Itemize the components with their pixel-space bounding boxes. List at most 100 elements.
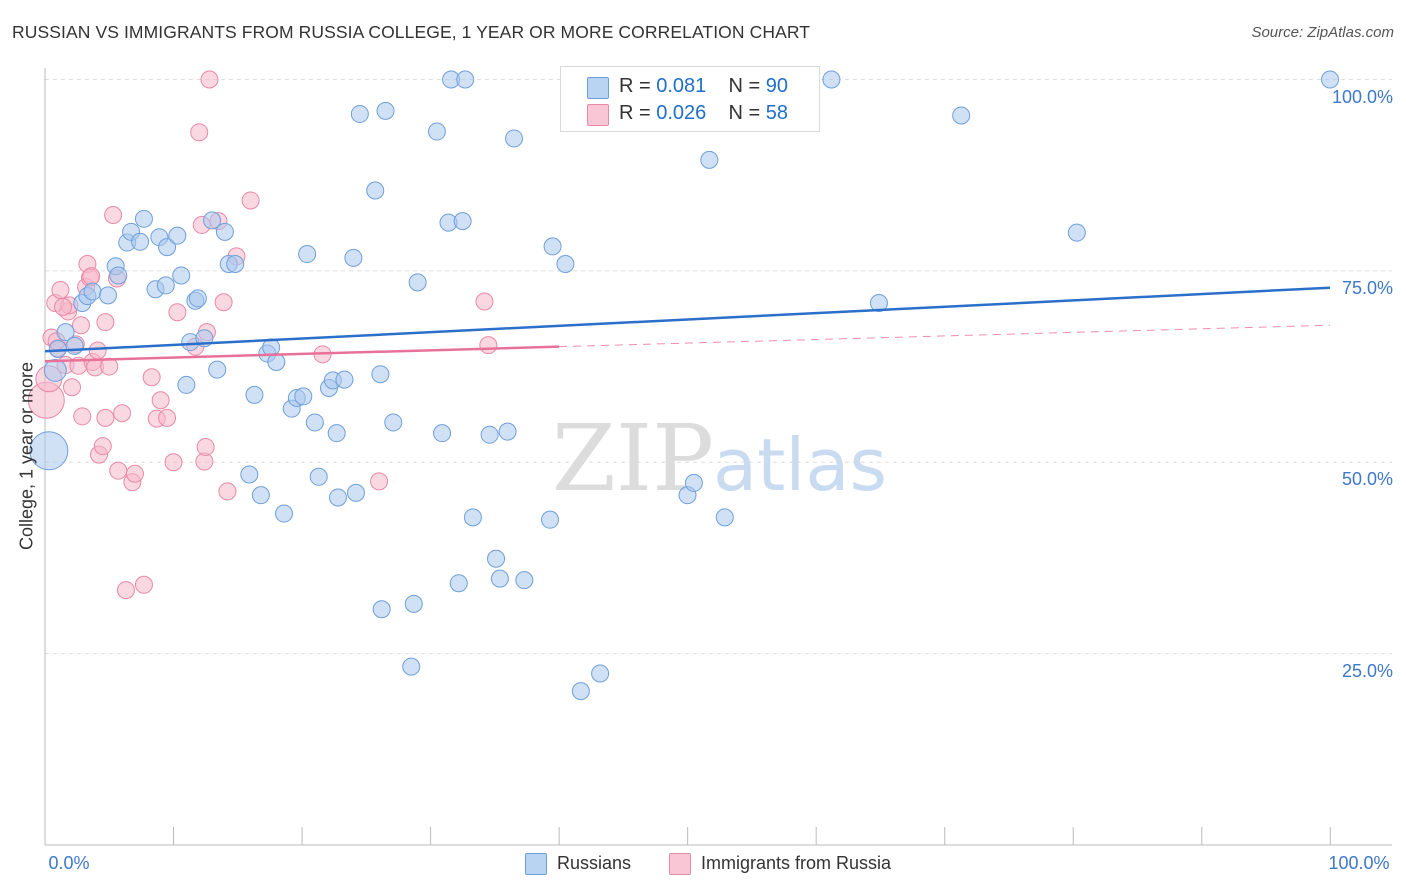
russians-point (208, 360, 227, 379)
x-tick-label-min: 0.0% (48, 853, 89, 873)
russians-point (328, 488, 347, 507)
legend-r-label: R = (619, 102, 657, 124)
correlation-legend: R = 0.081 N = 90 R = 0.026 N = 58 (560, 66, 820, 132)
russians-points (29, 70, 1339, 701)
russians-point (335, 370, 354, 389)
legend-r-value-russians: 0.081 (656, 75, 707, 97)
bottom-legend-label-russians: Russians (557, 853, 632, 873)
immigrants-point (93, 437, 112, 456)
bottom-legend-swatch-russians (525, 853, 547, 875)
russians-point (556, 254, 575, 273)
russians-point (83, 282, 102, 301)
y-tick-label-100: 100.0% (1332, 87, 1393, 107)
legend-n-label: N = (728, 102, 766, 124)
immigrants-point (96, 408, 115, 427)
russians-point (366, 181, 385, 200)
russians-point (156, 276, 175, 295)
russians-point (177, 375, 196, 394)
trend-lines (44, 286, 1331, 363)
immigrants-point (164, 453, 183, 472)
russians-point (684, 473, 703, 492)
watermark: ZIP atlas (552, 405, 887, 512)
russians-point (571, 682, 590, 701)
chart-title: RUSSIAN VS IMMIGRANTS FROM RUSSIA COLLEG… (12, 22, 811, 42)
russians-point (463, 508, 482, 527)
legend-n-value-immigrants: 58 (765, 102, 789, 124)
russians-point (172, 266, 191, 285)
russians-point (1067, 223, 1086, 242)
y-axis-label: College, 1 year or more (16, 361, 37, 551)
russians-point (715, 508, 734, 527)
immigrants-point (151, 391, 170, 410)
y-tick-label-75: 75.0% (1342, 278, 1393, 298)
russians-point (65, 336, 84, 355)
immigrants-trend-extension (558, 324, 1331, 348)
russians-point (456, 70, 475, 89)
russians-point (158, 238, 177, 257)
immigrants-point (116, 581, 135, 600)
russians-point (240, 465, 259, 484)
russians-point (869, 294, 888, 313)
russians-point (952, 106, 971, 125)
immigrants-point (125, 464, 144, 483)
immigrants-points (27, 70, 498, 600)
immigrants-point (479, 336, 498, 355)
russians-point (309, 467, 328, 486)
immigrants-point (168, 303, 187, 322)
russians-point (404, 594, 423, 613)
russians-point (505, 129, 524, 148)
source-label: Source: ZipAtlas.com (1251, 24, 1394, 41)
russians-point (543, 237, 562, 256)
russians-point (188, 289, 207, 308)
x-tick-label-max: 100.0% (1328, 853, 1389, 873)
immigrants-point (241, 191, 260, 210)
axis-tick-labels: 0.0% 100.0% 25.0% 50.0% 75.0% 100.0% (48, 87, 1393, 873)
russians-point (350, 104, 369, 123)
russians-point (371, 365, 390, 384)
russians-point (1321, 70, 1339, 89)
russians-point (427, 122, 446, 141)
russians-point (344, 248, 363, 267)
russians-point (453, 212, 472, 231)
immigrants-trend-line (44, 345, 560, 363)
russians-point (305, 413, 324, 432)
russians-point (515, 571, 534, 590)
legend-r-label: R = (619, 75, 657, 97)
russians-trend-line (44, 286, 1331, 353)
immigrants-point (73, 407, 92, 426)
immigrants-point (71, 316, 90, 335)
russians-point (449, 574, 468, 593)
legend-n-value-russians: 90 (765, 75, 789, 97)
russians-point (384, 413, 403, 432)
russians-point (245, 385, 264, 404)
russians-point (402, 657, 421, 676)
russians-point (131, 232, 150, 251)
russians-point (226, 254, 245, 273)
russians-point (56, 323, 75, 342)
russians-point (480, 425, 499, 444)
immigrants-point (142, 368, 161, 387)
immigrants-point (82, 267, 101, 286)
immigrants-point (51, 281, 70, 300)
bottom-legend-swatch-immigrants (669, 853, 691, 875)
immigrants-point (104, 205, 123, 224)
russians-point (490, 569, 509, 588)
russians-point (168, 226, 187, 245)
russians-point (591, 664, 610, 683)
immigrants-point (475, 292, 494, 311)
russians-point (43, 358, 67, 382)
immigrants-point (100, 357, 119, 376)
y-tick-label-50: 50.0% (1342, 469, 1393, 489)
legend-swatch-immigrants (587, 104, 609, 126)
legend-swatch-russians (587, 77, 609, 99)
russians-point (215, 222, 234, 241)
russians-point (433, 424, 452, 443)
russians-point (700, 150, 719, 169)
russians-point (346, 483, 365, 502)
russians-point (275, 504, 294, 523)
russians-point (541, 510, 560, 529)
russians-point (408, 273, 427, 292)
immigrants-point (200, 70, 219, 89)
russians-point (203, 211, 222, 230)
